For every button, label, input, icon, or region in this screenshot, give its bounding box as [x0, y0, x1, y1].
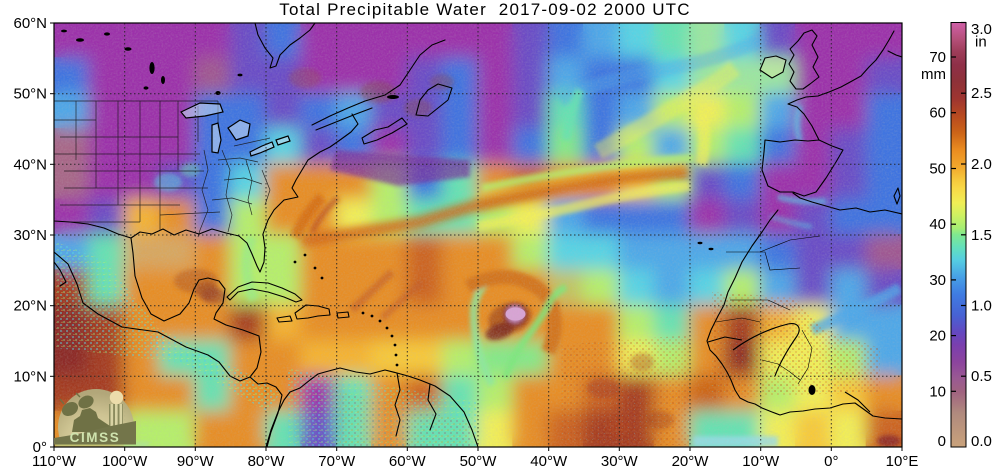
svg-text:70: 70 — [929, 49, 946, 66]
svg-text:80°W: 80°W — [248, 453, 286, 470]
svg-text:0: 0 — [938, 433, 946, 450]
svg-text:30: 30 — [929, 272, 946, 289]
svg-text:40: 40 — [929, 216, 946, 233]
svg-text:20°N: 20°N — [13, 298, 47, 315]
svg-text:2.5: 2.5 — [971, 85, 992, 102]
svg-text:60°W: 60°W — [389, 453, 427, 470]
svg-text:1.0: 1.0 — [971, 298, 992, 315]
svg-text:50: 50 — [929, 161, 946, 178]
svg-text:50°N: 50°N — [13, 86, 47, 103]
svg-text:30°W: 30°W — [601, 453, 639, 470]
svg-text:in: in — [975, 34, 987, 51]
svg-text:10: 10 — [929, 383, 946, 400]
svg-text:90°W: 90°W — [177, 453, 215, 470]
svg-text:3.0: 3.0 — [971, 21, 992, 38]
svg-text:0.5: 0.5 — [971, 368, 992, 385]
svg-text:0.0: 0.0 — [971, 433, 992, 450]
svg-text:20°W: 20°W — [672, 453, 710, 470]
svg-text:40°W: 40°W — [530, 453, 568, 470]
svg-text:40°N: 40°N — [13, 156, 47, 173]
svg-text:0°: 0° — [33, 439, 47, 456]
svg-text:10°N: 10°N — [13, 368, 47, 385]
svg-text:100°W: 100°W — [102, 453, 148, 470]
svg-text:mm: mm — [921, 66, 946, 83]
svg-text:1.5: 1.5 — [971, 227, 992, 244]
svg-text:10°E: 10°E — [886, 453, 919, 470]
svg-text:70°W: 70°W — [318, 453, 356, 470]
svg-text:20: 20 — [929, 328, 946, 345]
svg-text:Total Precipitable Water 2017: Total Precipitable Water 2017-09-02 2000… — [279, 0, 691, 19]
svg-text:10°W: 10°W — [742, 453, 780, 470]
svg-text:CIMSS: CIMSS — [70, 430, 121, 445]
svg-text:0°: 0° — [824, 453, 838, 470]
svg-text:60°N: 60°N — [13, 15, 47, 32]
svg-text:60: 60 — [929, 105, 946, 122]
svg-text:50°W: 50°W — [460, 453, 498, 470]
svg-text:110°W: 110°W — [32, 453, 77, 470]
svg-text:30°N: 30°N — [13, 227, 47, 244]
svg-text:2.0: 2.0 — [971, 156, 992, 173]
